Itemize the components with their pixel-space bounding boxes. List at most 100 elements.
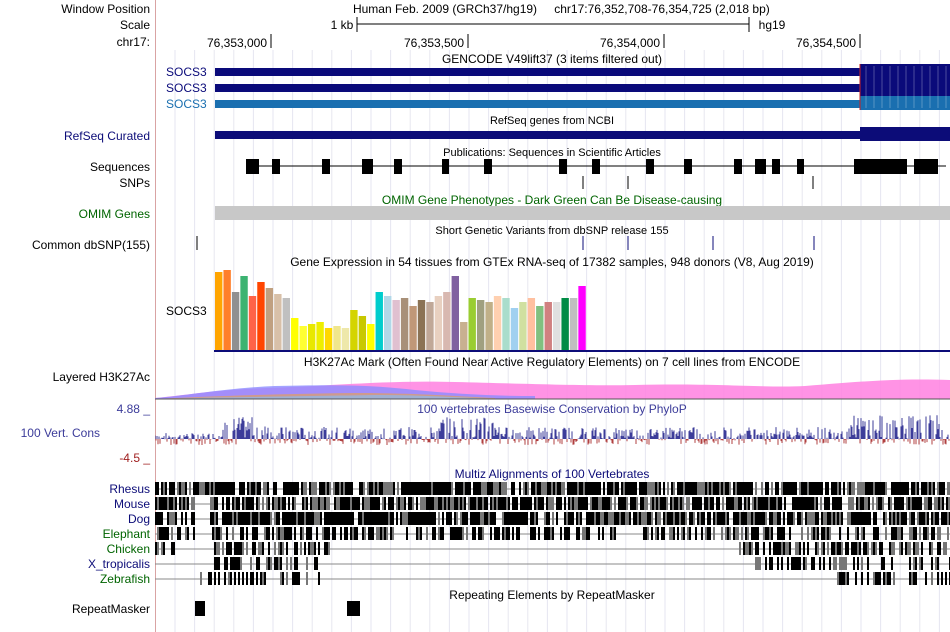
alignment-block	[919, 512, 921, 525]
publication-sequences[interactable]	[214, 157, 950, 177]
alignment-block	[733, 482, 735, 495]
species-label-mouse[interactable]: Mouse	[113, 497, 150, 511]
alignment-block	[827, 482, 829, 495]
alignment-block	[919, 557, 921, 570]
multiz-alignments[interactable]	[155, 481, 950, 586]
alignment-block	[542, 497, 544, 510]
omim-track-label[interactable]: OMIM Genes	[78, 207, 150, 221]
alignment-block	[318, 572, 320, 585]
alignment-block	[721, 512, 723, 525]
alignment-block	[351, 482, 353, 495]
gencode-item-label[interactable]: SOCS3	[166, 97, 207, 111]
alignment-block	[923, 527, 925, 540]
conservation-wiggle[interactable]	[155, 412, 950, 462]
alignment-block	[737, 512, 739, 525]
gencode-genes[interactable]	[214, 64, 950, 112]
gencode-item-label[interactable]: SOCS3	[166, 65, 207, 79]
alignment-block	[879, 542, 881, 555]
gtex-tissue-bar	[375, 292, 383, 350]
alignment-block	[727, 482, 729, 495]
alignment-block	[679, 482, 681, 495]
alignment-block	[266, 497, 268, 510]
alignment-block	[861, 572, 863, 585]
alignment-block	[560, 497, 562, 510]
gtex-expression-chart[interactable]	[214, 268, 950, 352]
alignment-block	[792, 497, 794, 510]
alignment-block	[915, 572, 917, 585]
h3k27ac-signal[interactable]	[155, 366, 950, 400]
species-label-elephant[interactable]: Elephant	[102, 527, 150, 541]
alignment-block	[799, 557, 801, 570]
alignment-block	[627, 482, 629, 495]
alignment-block	[531, 482, 533, 495]
cons-track-label[interactable]: 100 Vert. Cons	[20, 426, 100, 440]
alignment-block	[737, 527, 739, 540]
alignment-block	[746, 497, 748, 510]
alignment-block	[546, 527, 548, 540]
alignment-block	[867, 557, 869, 570]
alignment-block	[867, 512, 869, 525]
alignment-block	[502, 512, 504, 525]
alignment-block	[927, 482, 929, 495]
alignment-block	[773, 542, 775, 555]
alignment-block	[386, 512, 388, 525]
alignment-block	[434, 497, 436, 510]
species-label-zebrafish[interactable]: Zebrafish	[99, 572, 150, 586]
alignment-block	[606, 512, 608, 525]
snps-track-label[interactable]: SNPs	[119, 176, 150, 190]
refseq-gene[interactable]	[214, 127, 950, 143]
publication-snps[interactable]	[214, 176, 950, 190]
alignment-block	[418, 512, 420, 525]
ruler-tick-label: 76,353,500	[403, 36, 465, 50]
alignment-block	[230, 512, 232, 525]
alignment-block	[361, 482, 363, 495]
repeatmasker-elements[interactable]	[155, 600, 950, 618]
alignment-block	[666, 497, 668, 510]
h3k27ac-track-label[interactable]: Layered H3K27Ac	[52, 370, 150, 384]
species-label-dog[interactable]: Dog	[127, 512, 150, 526]
alignment-block	[446, 497, 448, 510]
gencode-item-label[interactable]: SOCS3	[166, 81, 207, 95]
alignment-block	[171, 482, 173, 495]
alignment-block	[838, 497, 840, 510]
alignment-block	[294, 497, 296, 510]
refseq-track-label[interactable]: RefSeq Curated	[63, 129, 150, 143]
alignment-block	[491, 482, 493, 495]
alignment-block	[777, 482, 779, 495]
alignment-block	[712, 497, 714, 510]
repeatmasker-track-label[interactable]: RepeatMasker	[71, 602, 150, 616]
alignment-block	[859, 542, 861, 555]
alignment-block	[797, 542, 799, 555]
alignment-block	[931, 572, 933, 585]
alignment-block	[941, 482, 943, 495]
alignment-block	[833, 557, 835, 570]
dbsnp-variants[interactable]	[155, 236, 950, 252]
species-label-chicken[interactable]: Chicken	[106, 542, 150, 556]
alignment-block	[939, 527, 941, 540]
alignment-block	[432, 497, 434, 510]
alignment-block	[372, 512, 374, 525]
alignment-block	[933, 527, 935, 540]
alignment-block	[378, 512, 380, 525]
alignment-block	[847, 482, 849, 495]
dbsnp-track-label[interactable]: Common dbSNP(155)	[31, 238, 150, 252]
alignment-block	[216, 542, 218, 555]
alignment-block	[774, 497, 776, 510]
alignment-block	[820, 497, 822, 510]
alignment-block	[849, 482, 851, 495]
alignment-block	[534, 497, 536, 510]
publications-track-label[interactable]: Sequences	[89, 160, 150, 174]
alignment-block	[571, 482, 573, 495]
alignment-block	[613, 482, 615, 495]
omim-gene-bar[interactable]	[214, 206, 950, 220]
alignment-block	[741, 482, 743, 495]
alignment-block	[905, 512, 907, 525]
species-label-xtropicalis[interactable]: X_tropicalis	[87, 557, 150, 571]
refseq-track-title: RefSeq genes from NCBI	[489, 115, 615, 127]
alignment-block	[823, 527, 825, 540]
alignment-block	[763, 542, 765, 555]
gtex-gene-label[interactable]: SOCS3	[166, 304, 207, 318]
alignment-block	[723, 512, 725, 525]
species-label-rhesus[interactable]: Rhesus	[109, 482, 150, 496]
